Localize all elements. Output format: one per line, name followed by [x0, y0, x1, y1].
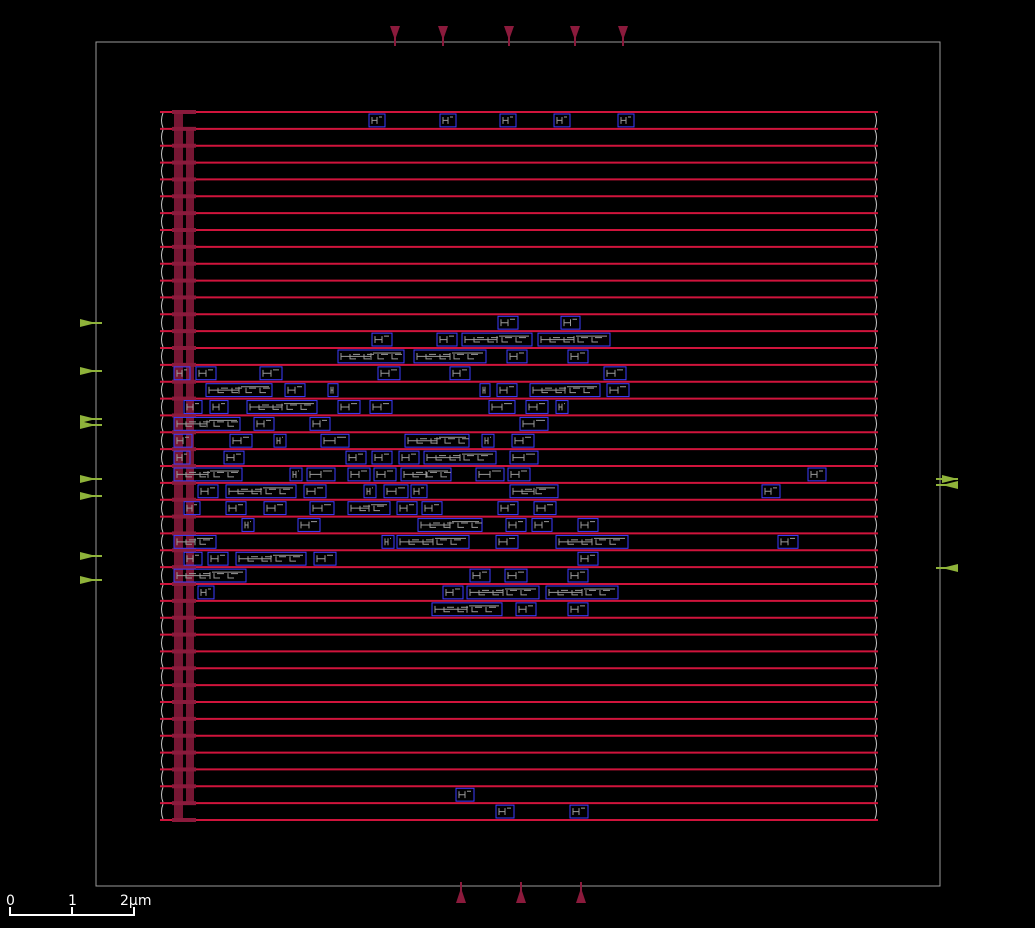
stripe-via — [172, 683, 196, 687]
scale-label-1: 1 — [68, 893, 77, 909]
stripe-via — [172, 194, 196, 198]
stripe-via — [172, 127, 196, 131]
stripe-via — [172, 498, 196, 502]
stripe-via — [172, 649, 196, 653]
stripe-via — [172, 110, 196, 114]
stripe-via — [172, 447, 196, 451]
stripe-via — [172, 481, 196, 485]
stripe-via — [172, 397, 196, 401]
stripe-via — [172, 565, 196, 569]
stripe-via — [172, 599, 196, 603]
stripe-via — [172, 531, 196, 535]
stripe-via — [172, 363, 196, 367]
stripe-via — [172, 666, 196, 670]
stripe-via — [172, 633, 196, 637]
stripe-via — [172, 430, 196, 434]
stripe-via — [172, 700, 196, 704]
stripe-via — [172, 295, 196, 299]
scale-label-2: 2μm — [120, 893, 151, 909]
scale-label-0: 0 — [6, 893, 15, 909]
stripe-via — [172, 784, 196, 788]
stripe-via — [172, 801, 196, 805]
stripe-via — [172, 279, 196, 283]
stripe-via — [172, 413, 196, 417]
stripe-via — [172, 161, 196, 165]
stripe-via — [172, 228, 196, 232]
stripe-via — [172, 380, 196, 384]
stripe-via — [172, 346, 196, 350]
stripe-via — [172, 767, 196, 771]
stripe-via — [172, 616, 196, 620]
stripe-via — [172, 818, 196, 822]
stripe-via — [172, 548, 196, 552]
stripe-via — [172, 245, 196, 249]
stripe-via — [172, 262, 196, 266]
stripe-via — [172, 177, 196, 181]
stripe-via — [172, 734, 196, 738]
stripe-via — [172, 464, 196, 468]
stripe-via — [172, 312, 196, 316]
stripe-via — [172, 582, 196, 586]
stripe-via — [172, 144, 196, 148]
stripe-via — [172, 717, 196, 721]
stripe-via — [172, 751, 196, 755]
stripe-via — [172, 329, 196, 333]
stripe-via — [172, 515, 196, 519]
stripe-via — [172, 211, 196, 215]
